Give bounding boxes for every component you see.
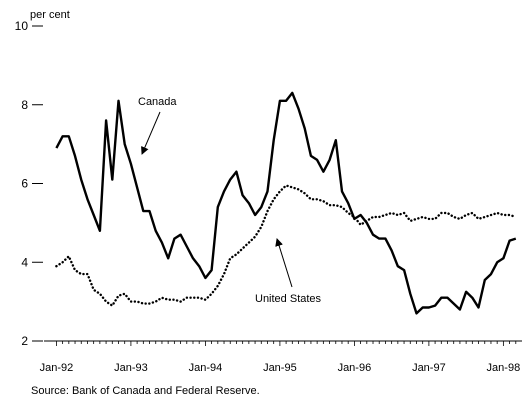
annotation-arrow bbox=[141, 111, 161, 155]
x-axis-ticks: Jan-92 Jan-93 Jan-94 Jan-95 Jan-96 Jan-97 Jan-… bbox=[40, 341, 521, 374]
annotation-label: Canada bbox=[138, 96, 177, 108]
y-axis: 2 4 6 8 10 bbox=[15, 19, 43, 348]
y-tick-label: 8 bbox=[21, 98, 28, 112]
series-line-united-states bbox=[55, 184, 517, 307]
x-tick-label: Jan-97 bbox=[412, 362, 446, 374]
x-tick-label: Jan-98 bbox=[487, 362, 521, 374]
line-chart: per cent 2 4 6 8 10 Jan-92 Jan-93 Jan-94 Jan-95… bbox=[15, 9, 522, 374]
series-layer bbox=[55, 91, 517, 315]
y-tick-label: 4 bbox=[21, 255, 28, 269]
y-unit-label: per cent bbox=[30, 9, 70, 21]
y-tick-label: 6 bbox=[21, 177, 28, 191]
y-tick-label: 2 bbox=[21, 334, 28, 348]
x-tick-label: Jan-93 bbox=[114, 362, 148, 374]
x-tick-label: Jan-96 bbox=[338, 362, 372, 374]
x-tick-label: Jan-92 bbox=[40, 362, 74, 374]
series-line-canada bbox=[55, 91, 517, 315]
source-note: Source: Bank of Canada and Federal Reser… bbox=[31, 385, 260, 397]
annotation-label: United States bbox=[255, 293, 322, 305]
annotation-arrow bbox=[275, 238, 293, 288]
y-tick-label: 10 bbox=[15, 19, 29, 33]
annotations: Canada United States bbox=[138, 96, 322, 305]
x-tick-label: Jan-94 bbox=[189, 362, 223, 374]
x-tick-label: Jan-95 bbox=[263, 362, 297, 374]
